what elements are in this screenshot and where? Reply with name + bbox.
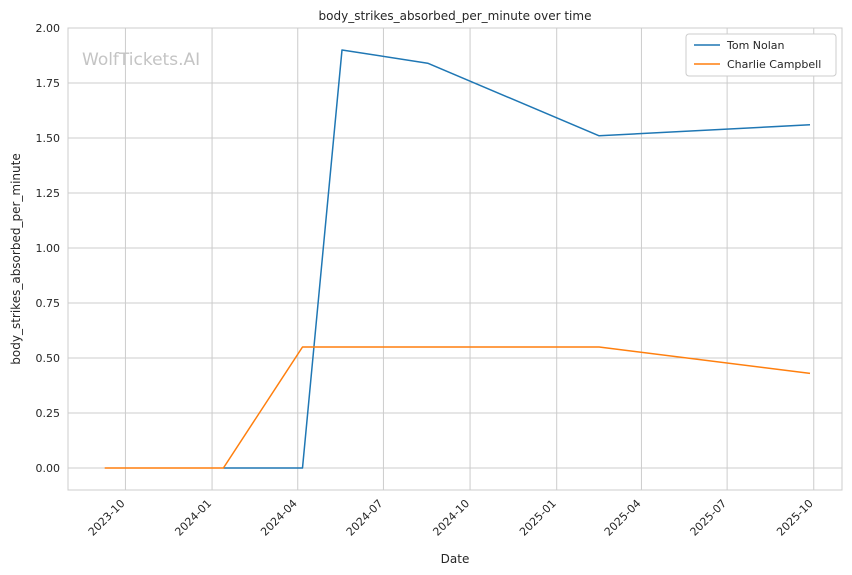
grid <box>68 27 842 490</box>
y-tick-label: 0.50 <box>36 352 61 365</box>
legend-label-charlie-campbell: Charlie Campbell <box>727 58 821 71</box>
y-tick-label: 2.00 <box>36 22 61 35</box>
x-tick-label: 2024-04 <box>258 497 300 539</box>
series-line-tom-nolan <box>223 49 811 469</box>
x-axis-title: Date <box>441 552 470 566</box>
y-tick-label: 1.75 <box>36 77 61 90</box>
y-tick-label: 1.50 <box>36 132 61 145</box>
y-tick-label: 0.00 <box>36 462 61 475</box>
x-tick-labels: 2023-10 2024-01 2024-04 2024-07 2024-10 2025-… <box>86 497 816 539</box>
y-tick-label: 1.00 <box>36 242 61 255</box>
y-tick-labels: 0.00 0.25 0.50 0.75 1.00 1.25 1.50 1.75 2.00 <box>36 22 61 475</box>
x-tick-label: 2025-07 <box>688 497 730 539</box>
series-lines <box>104 49 811 469</box>
x-tick-label: 2025-04 <box>602 497 644 539</box>
x-tick-label: 2025-10 <box>774 497 816 539</box>
y-axis-title: body_strikes_absorbed_per_minute <box>9 153 23 364</box>
x-tick-label: 2024-10 <box>430 497 472 539</box>
x-tick-label: 2024-07 <box>344 497 386 539</box>
y-tick-label: 0.75 <box>36 297 61 310</box>
x-tick-label: 2024-01 <box>172 497 214 539</box>
legend-box <box>685 33 837 77</box>
watermark-text: WolfTickets.AI <box>82 50 200 70</box>
x-tick-label: 2025-01 <box>517 497 559 539</box>
y-tick-label: 1.25 <box>36 187 61 200</box>
y-tick-label: 0.25 <box>36 407 61 420</box>
chart-title: body_strikes_absorbed_per_minute over ti… <box>319 9 592 23</box>
plot-background <box>68 28 842 490</box>
plot-frame <box>67 27 843 491</box>
legend: Tom Nolan Charlie Campbell <box>685 33 837 77</box>
x-tick-label: 2023-10 <box>86 497 128 539</box>
legend-label-tom-nolan: Tom Nolan <box>726 39 785 52</box>
series-line-charlie-campbell <box>104 346 811 469</box>
